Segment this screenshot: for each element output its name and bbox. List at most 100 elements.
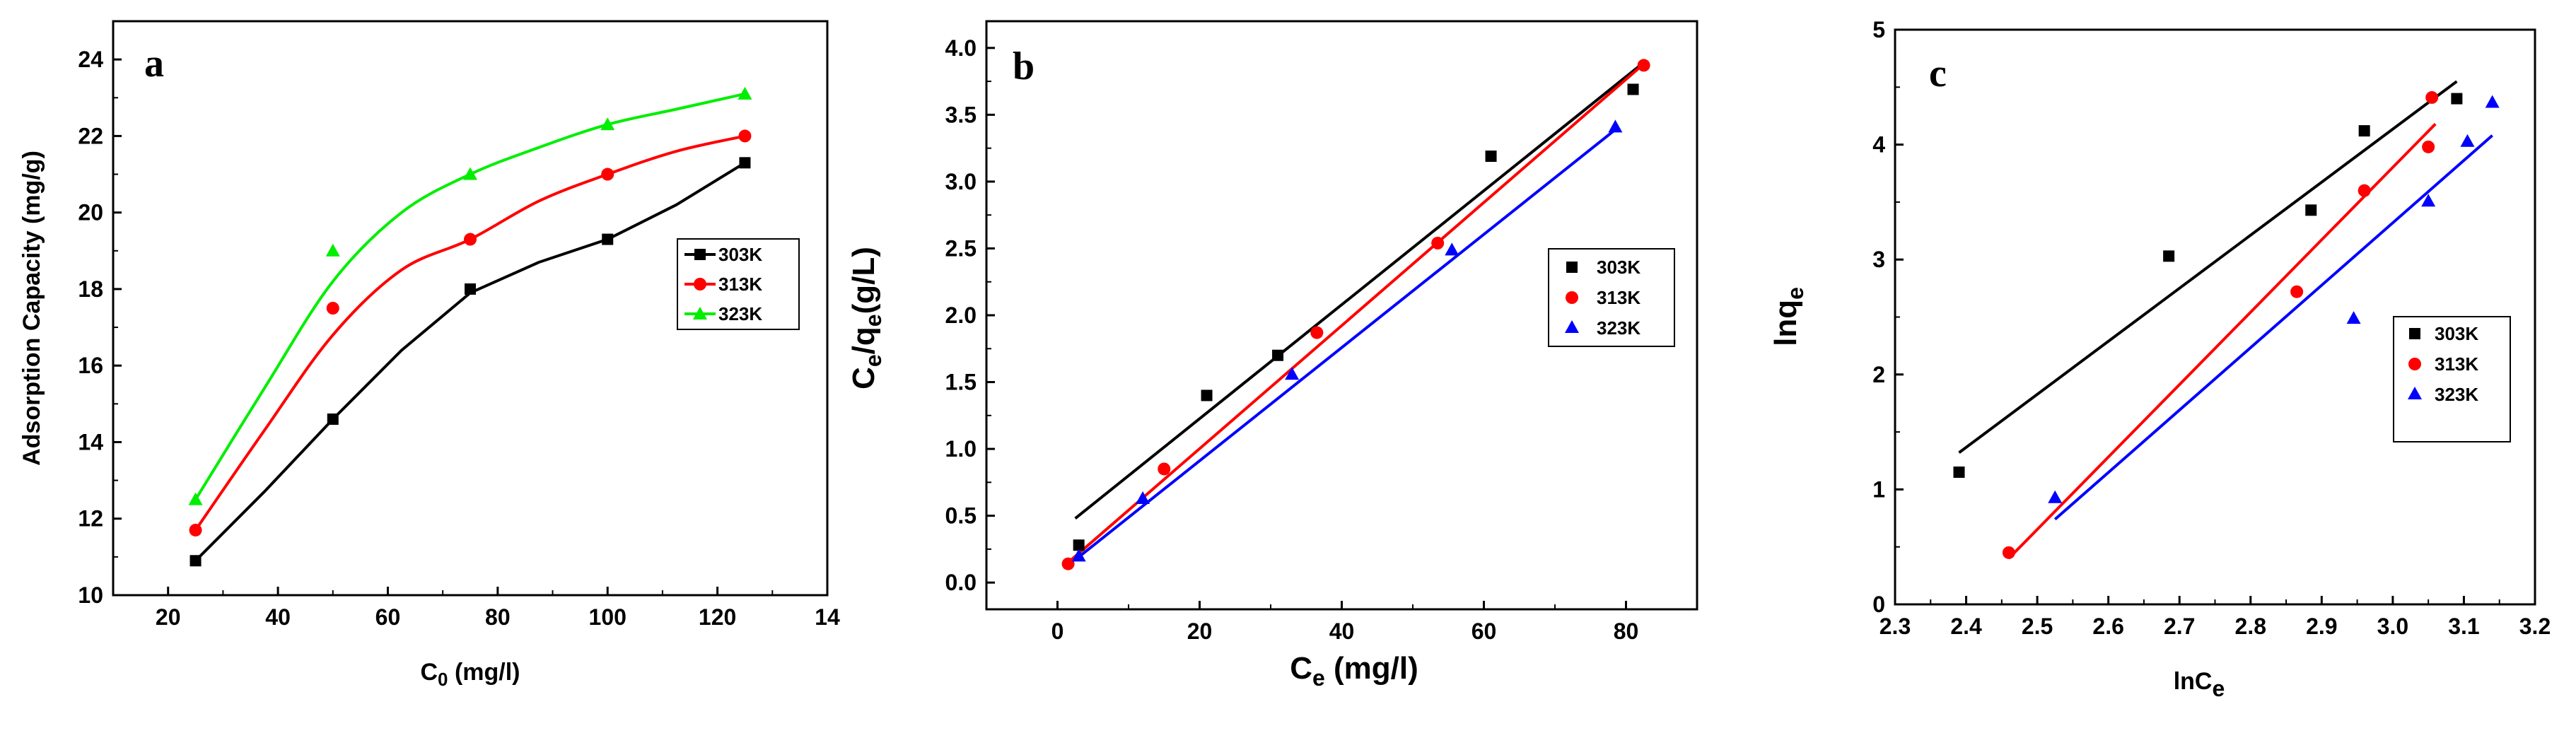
data-point-323k-b: [1608, 119, 1623, 133]
x-tick-label-c: 3.2: [2519, 614, 2551, 639]
x-tick-label-c: 2.6: [2092, 614, 2123, 639]
data-point-313k-a: [189, 523, 202, 536]
y-tick-label-c: 3: [1872, 247, 1885, 272]
y-tick-label-a: 12: [78, 506, 103, 532]
x-tick-label-a: 20: [156, 604, 181, 630]
legend-marker-303k-a: [694, 249, 706, 260]
data-point-323k-b: [1445, 242, 1459, 256]
legend-label-323k-b: 323K: [1597, 317, 1640, 339]
plot-area-b: 0 20 40 60 80 0.0 0.5 1.0 1.5 2.0 2.5 3.0 3.5 4.0: [945, 35, 1650, 644]
x-tick-label-c: 2.9: [2306, 614, 2337, 639]
y-tick-label-a: 14: [78, 429, 103, 455]
y-axis-label-c: lnqe: [1768, 287, 1808, 346]
x-axis-label-c: lnCe: [2174, 668, 2225, 701]
y-tick-label-c: 2: [1872, 362, 1885, 387]
data-point-313k-b: [1158, 462, 1171, 476]
data-point-313k-c: [2425, 90, 2439, 104]
data-point-303k-a: [739, 157, 751, 169]
data-point-323k-b: [1071, 549, 1086, 562]
x-tick-label-c: 2.7: [2164, 614, 2195, 639]
x-tick-label-c: 2.8: [2235, 614, 2266, 639]
y-tick-label-c: 5: [1872, 17, 1885, 42]
data-point-303k-b: [1485, 150, 1497, 162]
y-tick-label-a: 22: [78, 123, 103, 148]
legend-b: 303K 313K 323K: [1548, 248, 1675, 347]
y-tick-label-a: 18: [78, 276, 103, 302]
panel-c: 2.3 2.4 2.5 2.6 2.7 2.8 2.9 3.0 3.1 3.2 0 1 2 3 4 5 c l…: [1768, 17, 2551, 701]
y-tick-label-b: 3.0: [945, 169, 977, 194]
x-tick-label-c: 2.3: [1879, 614, 1911, 639]
data-point-313k-c: [2002, 546, 2015, 559]
y-tick-label-b: 0.0: [945, 570, 977, 595]
data-point-323k-c: [2421, 194, 2436, 207]
panel-letter-c: c: [1929, 52, 1947, 95]
fit-line-303k-b: [1074, 64, 1641, 520]
data-point-313k-c: [2290, 285, 2304, 298]
y-tick-label-b: 2.0: [945, 303, 977, 328]
data-point-323k-c: [2485, 95, 2500, 108]
y-tick-label-a: 20: [78, 200, 103, 225]
data-point-303k-c: [2451, 93, 2463, 105]
panel-letter-b: b: [1013, 45, 1035, 88]
y-tick-label-a: 10: [78, 582, 103, 608]
y-tick-label-a: 24: [78, 47, 103, 72]
data-point-303k-b: [1073, 539, 1085, 551]
data-point-303k-a: [465, 283, 476, 295]
plot-area-c: 2.3 2.4 2.5 2.6 2.7 2.8 2.9 3.0 3.1 3.2 0 1 2 3 4 5: [1872, 17, 2551, 639]
data-point-323k-a: [600, 117, 615, 131]
y-tick-label-c: 0: [1872, 592, 1885, 617]
legend-a: 303K 313K 323K: [677, 238, 800, 330]
y-tick-label-c: 4: [1872, 132, 1885, 158]
data-point-313k-a: [601, 168, 614, 181]
y-tick-label-b: 0.5: [945, 503, 977, 529]
x-axis-label-b: Ce (mg/l): [1290, 651, 1418, 691]
legend-c: 303K 313K 323K: [2393, 316, 2511, 442]
data-point-323k-a: [738, 86, 752, 100]
x-tick-label-b: 80: [1614, 618, 1639, 644]
plot-area-a: 20 40 60 80 100 120 14 10 12 14 16 18 20 22 24: [78, 47, 840, 630]
data-point-303k-b: [1201, 389, 1213, 401]
y-axis-label-a: Adsorption Capacity (mg/g): [18, 151, 45, 466]
x-tick-label-b: 20: [1187, 618, 1213, 644]
legend-marker-303k-c: [2409, 328, 2420, 339]
legend-label-303k-a: 303K: [718, 244, 762, 265]
data-point-313k-c: [2358, 184, 2371, 197]
fit-curve-313k-a: [194, 134, 745, 532]
data-point-303k-c: [1953, 467, 1965, 479]
data-point-323k-c: [2048, 490, 2063, 503]
x-tick-label-b: 40: [1329, 618, 1355, 644]
x-tick-label-a: 80: [485, 604, 511, 630]
panel-letter-a: a: [144, 42, 164, 86]
data-point-303k-b: [1272, 349, 1284, 361]
y-tick-label-b: 3.5: [945, 102, 977, 127]
fit-line-323k-b: [1074, 125, 1620, 561]
data-point-323k-a: [188, 492, 203, 505]
fit-curve-323k-a: [194, 92, 745, 500]
legend-label-313k-c: 313K: [2435, 353, 2478, 375]
legend-label-323k-a: 323K: [718, 303, 762, 324]
legend-marker-313k-a: [694, 278, 706, 291]
y-tick-label-b: 4.0: [945, 35, 977, 61]
x-tick-label-a: 60: [375, 604, 401, 630]
y-tick-label-b: 1.0: [945, 436, 977, 462]
data-point-323k-c: [2460, 134, 2475, 147]
x-axis-label-a: C0 (mg/l): [420, 659, 520, 690]
data-point-303k-c: [2163, 250, 2175, 262]
fit-curve-303k-a: [194, 161, 746, 562]
data-point-303k-c: [2305, 204, 2317, 216]
x-tick-label-a: 120: [699, 604, 736, 630]
fit-line-313k-b: [1067, 62, 1645, 564]
x-tick-label-a: 40: [265, 604, 291, 630]
x-tick-label-a: 100: [589, 604, 626, 630]
data-point-313k-b: [1061, 557, 1075, 570]
x-tick-label-c: 2.5: [2022, 614, 2053, 639]
data-point-303k-a: [190, 555, 202, 567]
x-tick-label-c: 3.1: [2448, 614, 2479, 639]
legend-marker-313k-c: [2408, 358, 2421, 370]
data-point-323k-a: [325, 243, 340, 257]
data-point-303k-a: [327, 413, 339, 425]
data-point-323k-a: [463, 167, 477, 180]
data-point-303k-b: [1627, 83, 1639, 95]
legend-marker-313k-b: [1566, 291, 1578, 304]
